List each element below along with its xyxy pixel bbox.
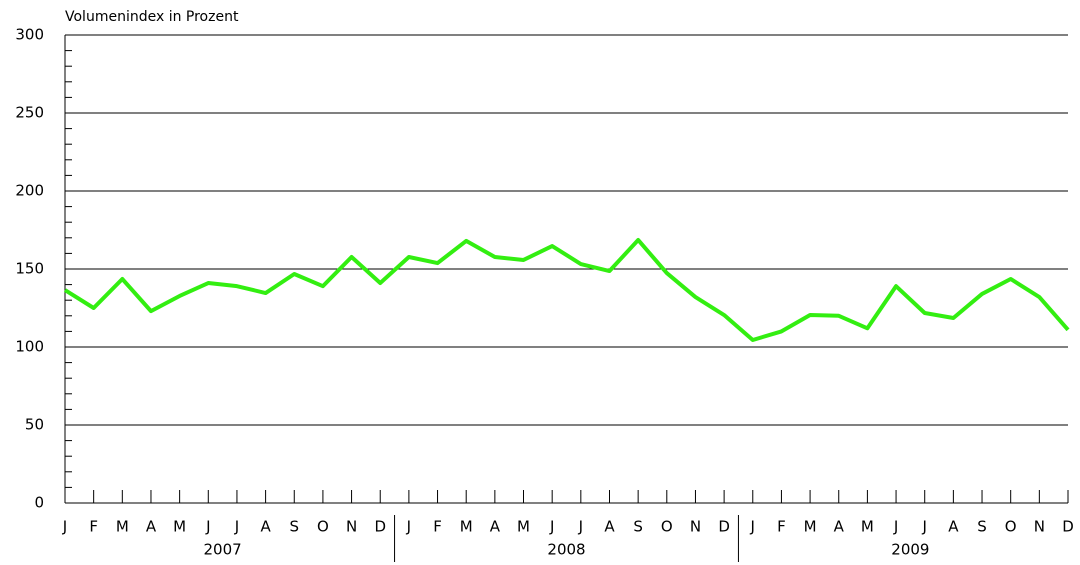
x-tick-label: S	[977, 518, 987, 536]
x-tick-label: M	[460, 518, 473, 536]
x-tick-label: D	[718, 518, 730, 536]
x-tick-label: S	[289, 518, 299, 536]
x-tick-label: J	[750, 518, 755, 536]
x-tick-label: J	[549, 518, 554, 536]
x-tick-label: A	[260, 518, 271, 536]
x-tick-label: N	[346, 518, 357, 536]
x-tick-label: F	[89, 518, 98, 536]
x-tick-label: J	[62, 518, 67, 536]
x-tick-label: M	[861, 518, 874, 536]
x-tick-label: M	[173, 518, 186, 536]
x-tick-label: J	[578, 518, 583, 536]
y-axis-label: Volumenindex in Prozent	[65, 9, 239, 25]
y-tick-label: 150	[15, 260, 44, 278]
y-tick-label: 250	[15, 104, 44, 122]
x-tick-label: M	[804, 518, 817, 536]
year-label: 2007	[204, 541, 242, 559]
x-tick-label: A	[604, 518, 615, 536]
x-tick-label: J	[893, 518, 898, 536]
y-tick-label: 50	[25, 416, 44, 434]
x-tick-label: J	[921, 518, 926, 536]
x-tick-label: O	[661, 518, 673, 536]
x-tick-label: J	[406, 518, 411, 536]
x-tick-label: S	[633, 518, 643, 536]
y-tick-label: 200	[15, 182, 44, 200]
x-tick-label: F	[433, 518, 442, 536]
x-tick-label: M	[116, 518, 129, 536]
x-tick-label: A	[834, 518, 845, 536]
x-tick-label: D	[374, 518, 386, 536]
y-tick-label: 100	[15, 338, 44, 356]
year-label: 2008	[547, 541, 585, 559]
x-tick-label: A	[948, 518, 959, 536]
data-line	[63, 237, 1070, 342]
x-tick-label: D	[1062, 518, 1074, 536]
x-tick-label: O	[1005, 518, 1017, 536]
x-tick-label: A	[146, 518, 157, 536]
x-tick-label: F	[777, 518, 786, 536]
x-tick-label: O	[317, 518, 329, 536]
x-tick-label: M	[517, 518, 530, 536]
year-label: 2009	[891, 541, 929, 559]
y-tick-label: 0	[34, 494, 44, 512]
x-tick-label: N	[690, 518, 701, 536]
x-tick-label: N	[1034, 518, 1045, 536]
x-tick-label: A	[490, 518, 501, 536]
x-tick-label: J	[205, 518, 210, 536]
y-tick-label: 300	[15, 26, 44, 44]
x-tick-label: J	[234, 518, 239, 536]
